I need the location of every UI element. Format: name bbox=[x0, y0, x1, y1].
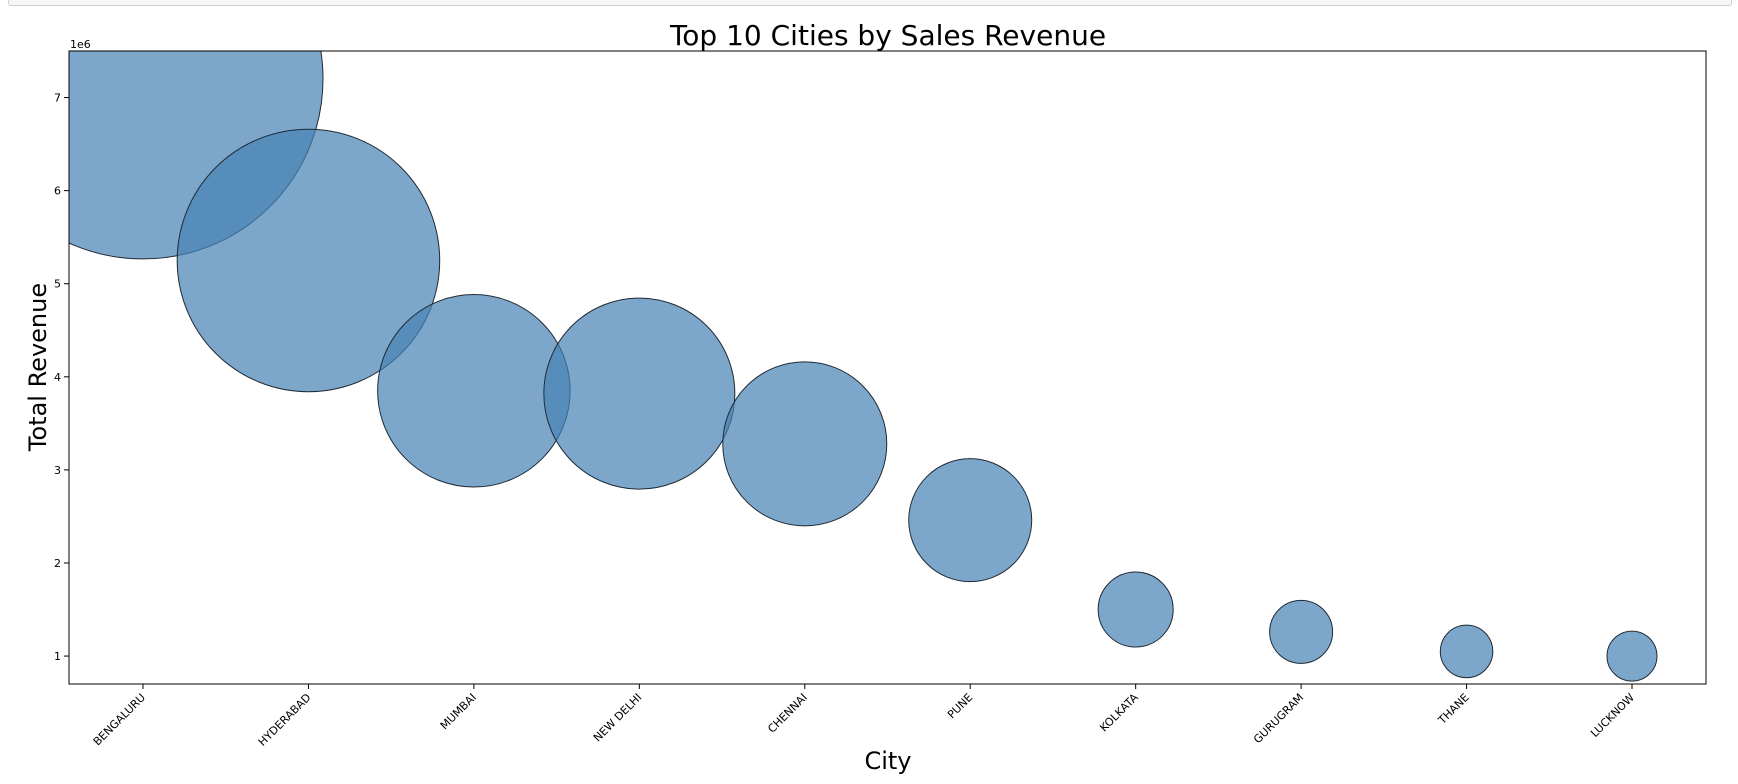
bubble-mumbai bbox=[377, 294, 571, 488]
x-tick-label: HYDERABAD bbox=[256, 691, 314, 749]
x-tick-label: GURUGRAM bbox=[1251, 691, 1306, 746]
y-tick-label: 2 bbox=[54, 557, 61, 570]
bubble-pune bbox=[908, 458, 1033, 583]
y-tick-label: 1 bbox=[54, 650, 61, 663]
x-axis-ticks: BENGALURU HYDERABAD MUMBAI NEW DELHI CHENNAI… bbox=[91, 684, 1637, 749]
bubble-new-delhi bbox=[543, 297, 736, 490]
y-axis-label: Total Revenue bbox=[24, 283, 52, 452]
x-tick-label: THANE bbox=[1435, 691, 1472, 728]
x-tick-label: CHENNAI bbox=[765, 691, 810, 736]
chart-title: Top 10 Cities by Sales Revenue bbox=[669, 19, 1106, 52]
bubble-gurugram bbox=[1269, 599, 1334, 664]
x-tick-label: LUCKNOW bbox=[1588, 691, 1637, 740]
bubble-kolkata bbox=[1097, 571, 1174, 648]
top-strip bbox=[8, 0, 1732, 6]
y-tick-label: 6 bbox=[54, 185, 61, 198]
y-tick-label: 5 bbox=[54, 278, 61, 291]
bubble-hyderabad bbox=[176, 128, 441, 393]
y-tick-label: 4 bbox=[54, 371, 61, 384]
plot-frame bbox=[68, 50, 1707, 685]
x-tick-label: MUMBAI bbox=[438, 691, 479, 732]
y-axis-ticks: 1 2 3 4 5 6 7 bbox=[54, 92, 69, 663]
x-tick-label: NEW DELHI bbox=[591, 691, 644, 744]
bubble-lucknow bbox=[1606, 630, 1658, 682]
bubble-thane bbox=[1439, 624, 1494, 679]
bubble-layer bbox=[69, 51, 1658, 682]
bubble-chennai bbox=[722, 361, 888, 527]
y-tick-label: 7 bbox=[54, 92, 61, 105]
y-tick-label: 3 bbox=[54, 464, 61, 477]
x-tick-label: PUNE bbox=[945, 691, 975, 721]
x-tick-label: BENGALURU bbox=[91, 691, 148, 748]
x-axis-label: City bbox=[864, 747, 911, 775]
x-tick-label: KOLKATA bbox=[1097, 691, 1141, 735]
y-axis-offset-label: 1e6 bbox=[70, 38, 91, 51]
